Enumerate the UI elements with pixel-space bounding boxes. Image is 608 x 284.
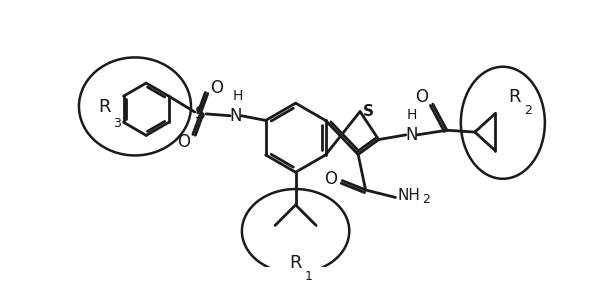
Text: NH: NH xyxy=(398,188,420,203)
Text: O: O xyxy=(415,88,428,106)
Text: 1: 1 xyxy=(305,270,313,283)
Text: 2: 2 xyxy=(524,104,532,117)
Text: R: R xyxy=(289,254,302,272)
Text: R: R xyxy=(508,88,520,106)
Text: 2: 2 xyxy=(421,193,429,206)
Text: H: H xyxy=(232,89,243,103)
Text: S: S xyxy=(363,104,374,119)
Text: H: H xyxy=(406,108,416,122)
Text: R: R xyxy=(98,98,111,116)
Text: N: N xyxy=(230,107,242,125)
Text: S: S xyxy=(195,105,206,123)
Text: 3: 3 xyxy=(114,117,122,130)
Text: O: O xyxy=(210,79,224,97)
Text: O: O xyxy=(177,133,190,151)
Text: N: N xyxy=(405,126,418,144)
Text: O: O xyxy=(325,170,337,188)
